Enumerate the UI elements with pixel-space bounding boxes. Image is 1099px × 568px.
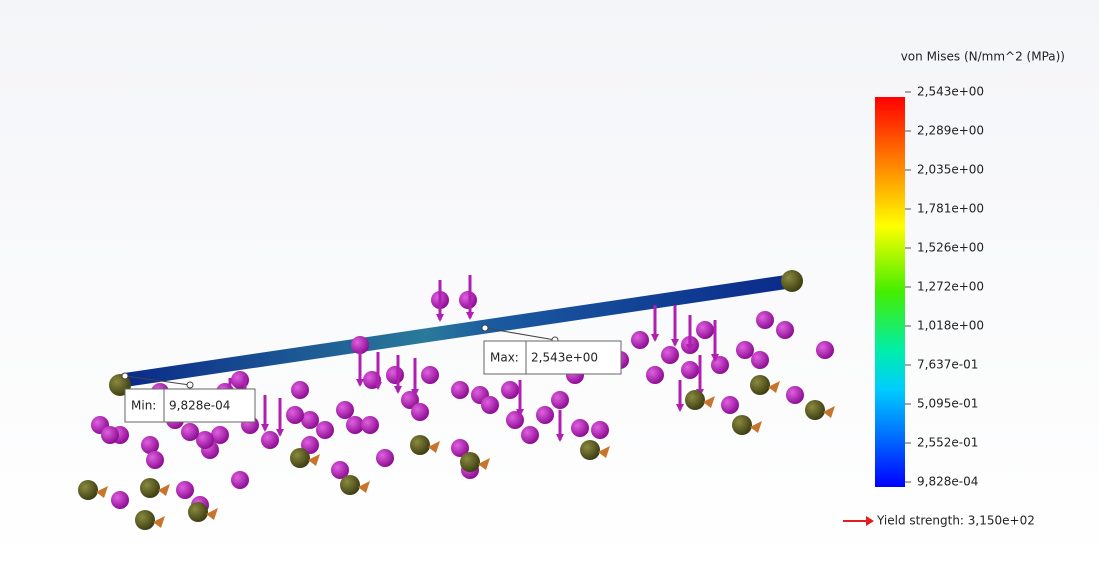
load-marker: [451, 381, 469, 399]
probe-point: [122, 373, 128, 379]
tick-label: 1,526e+00: [917, 241, 984, 255]
tick-label: 1,272e+00: [917, 280, 984, 294]
min-label: Min:: [131, 399, 156, 413]
load-marker: [756, 311, 774, 329]
fixture: [410, 435, 430, 455]
min-value: 9,828e-04: [169, 399, 230, 413]
load-marker: [751, 351, 769, 369]
fixture: [750, 375, 770, 395]
load-marker: [316, 421, 334, 439]
probe-point: [187, 382, 193, 388]
fixture: [340, 475, 360, 495]
load-marker: [176, 481, 194, 499]
max-label: Max:: [490, 351, 519, 365]
load-marker: [261, 431, 279, 449]
tick-label: 1,018e+00: [917, 319, 984, 333]
load-marker: [696, 321, 714, 339]
fixture: [580, 440, 600, 460]
load-marker: [681, 361, 699, 379]
load-marker: [101, 426, 119, 444]
load-marker: [291, 381, 309, 399]
legend-title: von Mises (N/mm^2 (MPa)): [901, 50, 1065, 64]
load-marker: [571, 419, 589, 437]
tick-label: 2,552e-01: [917, 436, 978, 450]
load-marker: [286, 406, 304, 424]
fixture: [135, 510, 155, 530]
probe-point: [482, 325, 488, 331]
load-marker: [181, 423, 199, 441]
load-marker: [459, 291, 477, 309]
fixture: [290, 448, 310, 468]
load-marker: [231, 471, 249, 489]
load-marker: [111, 491, 129, 509]
viewport: Min: 9,828e-04 Max: 2,543e+00 von Mises …: [0, 0, 1099, 564]
fixture: [805, 400, 825, 420]
load-marker: [786, 386, 804, 404]
fixture: [188, 502, 208, 522]
fixture: [78, 480, 98, 500]
yield-strength: Yield strength: 3,150e+02: [876, 514, 1035, 528]
load-marker: [661, 346, 679, 364]
load-marker: [421, 366, 439, 384]
tick-label: 5,095e-01: [917, 397, 978, 411]
fixture: [732, 415, 752, 435]
fixture: [685, 390, 705, 410]
load-marker: [336, 401, 354, 419]
load-marker: [591, 421, 609, 439]
load-marker: [721, 396, 739, 414]
load-marker: [646, 366, 664, 384]
tick-label: 7,637e-01: [917, 358, 978, 372]
fixture: [781, 270, 803, 292]
load-marker: [776, 321, 794, 339]
max-value: 2,543e+00: [531, 351, 598, 365]
fixture: [140, 478, 160, 498]
load-marker: [411, 403, 429, 421]
load-marker: [816, 341, 834, 359]
load-marker: [521, 426, 539, 444]
load-marker: [631, 331, 649, 349]
load-marker: [146, 451, 164, 469]
load-marker: [736, 341, 754, 359]
color-scale: [875, 97, 905, 487]
tick-label: 9,828e-04: [917, 475, 978, 489]
load-marker: [361, 416, 379, 434]
tick-label: 1,781e+00: [917, 202, 984, 216]
load-marker: [376, 449, 394, 467]
load-marker: [551, 391, 569, 409]
tick-label: 2,543e+00: [917, 85, 984, 99]
tick-label: 2,035e+00: [917, 163, 984, 177]
fixture: [460, 452, 480, 472]
load-marker: [501, 381, 519, 399]
load-marker: [481, 396, 499, 414]
load-marker: [536, 406, 554, 424]
load-marker: [386, 366, 404, 384]
tick-label: 2,289e+00: [917, 124, 984, 138]
